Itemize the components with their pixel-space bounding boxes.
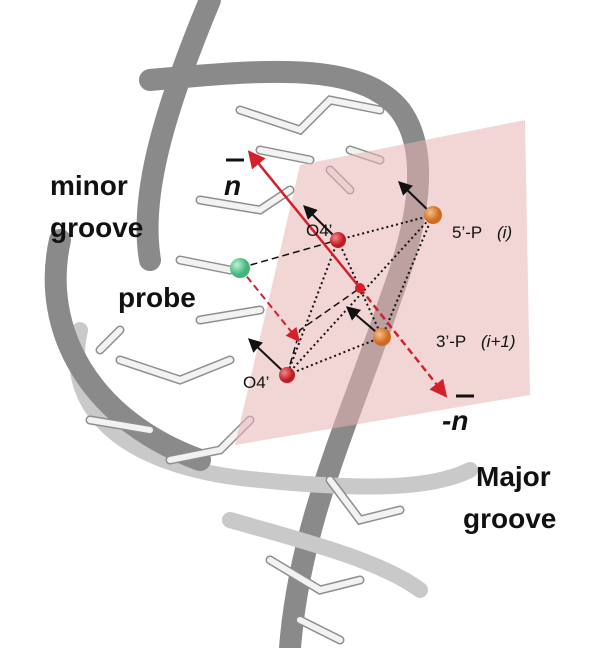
label: probe [118, 282, 196, 313]
label: -n [442, 405, 468, 436]
label: groove [463, 503, 556, 534]
label: minor [50, 170, 128, 201]
label: (i+1) [481, 332, 515, 351]
label: n [224, 170, 241, 201]
label: groove [50, 212, 143, 243]
plane [235, 120, 530, 445]
o4-atom [279, 367, 295, 383]
p-atom [373, 328, 391, 346]
label: O4’ [243, 373, 269, 392]
probe-atom [230, 258, 250, 278]
label: Major [476, 461, 551, 492]
diagram: minor groove probe n -n O4’ O4’ 5’-P (i)… [0, 0, 600, 648]
center [355, 283, 365, 293]
p-atom [424, 206, 442, 224]
label: O4’ [306, 221, 332, 240]
label: 5’-P [452, 223, 482, 242]
label: 3’-P [436, 332, 466, 351]
label: (i) [497, 223, 512, 242]
